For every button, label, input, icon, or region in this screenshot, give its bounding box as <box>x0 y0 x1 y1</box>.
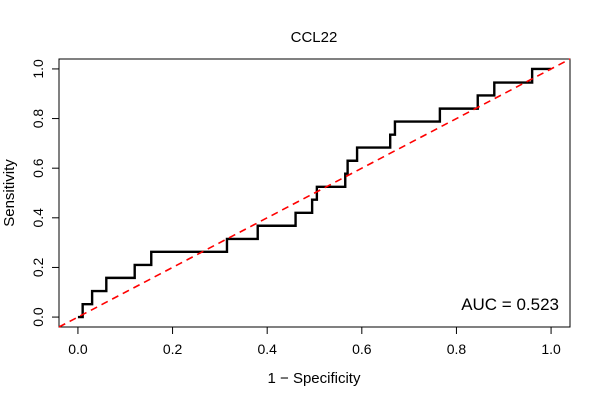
y-tick-label-0: 0.0 <box>30 307 46 327</box>
reference-diagonal-line <box>58 58 571 328</box>
auc-annotation: AUC = 0.523 <box>461 295 559 314</box>
y-tick-label-2: 0.4 <box>30 208 46 228</box>
y-axis-label: Sensitivity <box>1 159 18 227</box>
series-layer <box>58 58 571 328</box>
y-tick-label-5: 1.0 <box>30 59 46 79</box>
y-tick-label-3: 0.6 <box>30 158 46 178</box>
chart-title: CCL22 <box>291 29 338 46</box>
x-tick-label-2: 0.4 <box>257 341 277 357</box>
x-tick-label-3: 0.6 <box>352 341 372 357</box>
y-tick-label-1: 0.2 <box>30 258 46 278</box>
roc-curve-line <box>77 67 552 319</box>
x-tick-label-4: 0.8 <box>447 341 467 357</box>
y-tick-label-4: 0.8 <box>30 109 46 129</box>
x-axis: 0.0 0.2 0.4 0.6 0.8 1.0 <box>68 326 561 357</box>
x-tick-label-5: 1.0 <box>541 341 561 357</box>
x-tick-label-1: 0.2 <box>163 341 183 357</box>
x-axis-label: 1 − Specificity <box>268 370 361 387</box>
y-axis: 0.0 0.2 0.4 0.6 0.8 1.0 <box>30 59 60 327</box>
x-tick-label-0: 0.0 <box>68 341 88 357</box>
